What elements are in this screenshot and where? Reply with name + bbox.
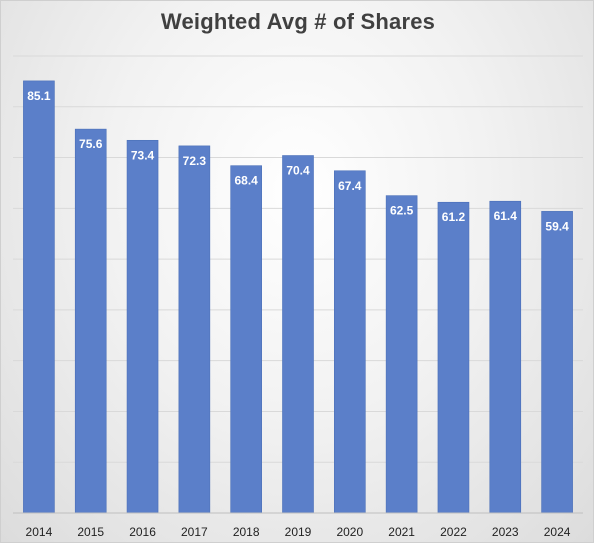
x-tick-label-2021: 2021 bbox=[388, 525, 415, 539]
bar-2018 bbox=[230, 165, 262, 514]
data-label-2015: 75.6 bbox=[79, 137, 103, 151]
bar-2014 bbox=[23, 80, 55, 514]
bar-2022 bbox=[437, 201, 470, 514]
data-label-2019: 70.4 bbox=[286, 164, 310, 178]
data-label-2020: 67.4 bbox=[338, 179, 362, 193]
x-tick-label-2020: 2020 bbox=[336, 525, 363, 539]
x-tick-label-2018: 2018 bbox=[233, 525, 260, 539]
bar-2017 bbox=[178, 145, 211, 514]
x-tick-label-2022: 2022 bbox=[440, 525, 467, 539]
data-label-2024: 59.4 bbox=[545, 219, 569, 233]
data-label-2016: 73.4 bbox=[131, 148, 155, 162]
bar-2016 bbox=[126, 139, 159, 514]
data-label-2018: 68.4 bbox=[235, 174, 259, 188]
chart-title: Weighted Avg # of Shares bbox=[160, 9, 436, 34]
data-label-2021: 62.5 bbox=[390, 204, 414, 218]
bar-2023 bbox=[489, 200, 522, 514]
data-label-2017: 72.3 bbox=[183, 154, 207, 168]
bar-2015 bbox=[74, 128, 107, 514]
data-label-2014: 85.1 bbox=[27, 89, 51, 103]
bar-2024 bbox=[541, 211, 573, 514]
x-tick-label-2015: 2015 bbox=[77, 525, 104, 539]
x-tick-label-2016: 2016 bbox=[129, 525, 156, 539]
bar-2021 bbox=[385, 195, 418, 514]
data-label-2022: 61.2 bbox=[442, 210, 466, 224]
x-tick-label-2024: 2024 bbox=[544, 525, 571, 539]
bar-2020 bbox=[334, 170, 366, 514]
x-tick-label-2014: 2014 bbox=[26, 525, 53, 539]
bar-2019 bbox=[282, 155, 314, 514]
x-tick-label-2019: 2019 bbox=[285, 525, 312, 539]
data-label-2023: 61.4 bbox=[494, 209, 518, 223]
x-tick-label-2017: 2017 bbox=[181, 525, 208, 539]
x-tick-label-2023: 2023 bbox=[492, 525, 519, 539]
